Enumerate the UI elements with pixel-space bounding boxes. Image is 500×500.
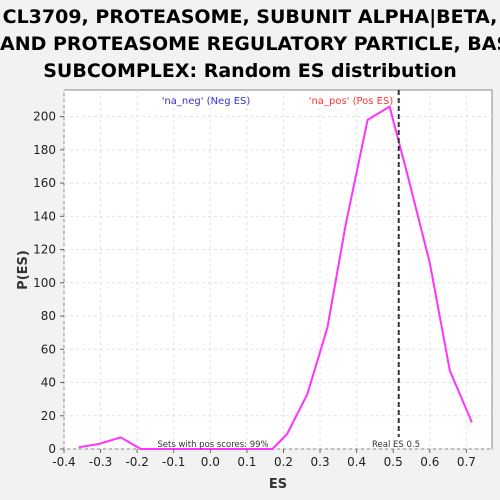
x-tick-label: 0.5 bbox=[384, 455, 403, 469]
x-tick-label: 0.1 bbox=[237, 455, 256, 469]
series-layer bbox=[78, 105, 473, 450]
x-tick-label: 0.6 bbox=[420, 455, 439, 469]
x-tick-label: 0.4 bbox=[347, 455, 366, 469]
y-tick-label: 140 bbox=[33, 209, 56, 223]
x-tick-label: -0.2 bbox=[125, 455, 148, 469]
chart-title: CL3709, PROTEASOME, SUBUNIT ALPHA|BETA, … bbox=[0, 4, 500, 85]
real-es-text: Real ES 0.5 bbox=[372, 440, 420, 450]
chart-title-line-3: SUBCOMPLEX: Random ES distribution bbox=[43, 60, 457, 82]
plot-area bbox=[63, 89, 493, 450]
es-series-line bbox=[78, 105, 473, 450]
y-tick-label: 60 bbox=[41, 342, 56, 356]
y-tick-label: 40 bbox=[41, 376, 56, 390]
y-axis-label: P(ES) bbox=[16, 250, 31, 290]
grid bbox=[63, 90, 492, 450]
x-axis-label: ES bbox=[269, 477, 287, 492]
chart-title-line-2: AND PROTEASOME REGULATORY PARTICLE, BASE bbox=[0, 33, 500, 55]
y-tick-label: 120 bbox=[33, 243, 56, 257]
y-tick-label: 180 bbox=[33, 143, 56, 157]
x-tick-label: -0.1 bbox=[162, 455, 185, 469]
y-tick-label: 160 bbox=[33, 176, 56, 190]
chart-title-line-1: CL3709, PROTEASOME, SUBUNIT ALPHA|BETA, bbox=[2, 6, 498, 28]
x-tick-label: 0.0 bbox=[201, 455, 220, 469]
y-tick-label: 20 bbox=[41, 409, 56, 423]
pos-es-label: 'na_pos' (Pos ES) bbox=[309, 96, 394, 107]
y-tick-label: 0 bbox=[48, 442, 56, 456]
sets-pos-scores-text: Sets with pos scores: 99% bbox=[157, 440, 268, 450]
x-tick-label: 0.2 bbox=[274, 455, 293, 469]
y-tick-label: 80 bbox=[41, 309, 56, 323]
x-tick-label: 0.3 bbox=[311, 455, 330, 469]
x-tick-label: 0.7 bbox=[457, 455, 476, 469]
x-tick-label: -0.3 bbox=[89, 455, 112, 469]
y-tick-label: 200 bbox=[33, 110, 56, 124]
x-tick-label: -0.4 bbox=[52, 455, 75, 469]
y-tick-label: 100 bbox=[33, 276, 56, 290]
axes: -0.4 -0.3 -0.2 -0.1 0.0 0.1 0.2 0.3 0.4 0.5 0.6 0.7… bbox=[33, 110, 476, 469]
neg-es-label: 'na_neg' (Neg ES) bbox=[162, 96, 251, 107]
